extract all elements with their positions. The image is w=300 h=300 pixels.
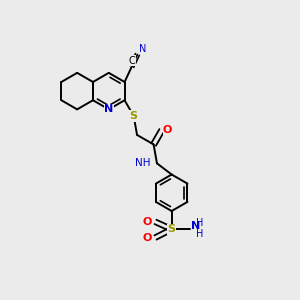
Text: H: H (196, 218, 204, 228)
Text: N: N (191, 221, 201, 231)
Text: O: O (142, 232, 152, 242)
Text: N: N (139, 44, 146, 54)
Text: NH: NH (135, 158, 151, 168)
Text: O: O (163, 125, 172, 135)
Text: C: C (129, 56, 136, 66)
Text: N: N (104, 104, 113, 114)
Text: H: H (196, 229, 204, 239)
Text: S: S (130, 111, 138, 121)
Text: O: O (142, 217, 152, 227)
Text: S: S (168, 224, 176, 234)
